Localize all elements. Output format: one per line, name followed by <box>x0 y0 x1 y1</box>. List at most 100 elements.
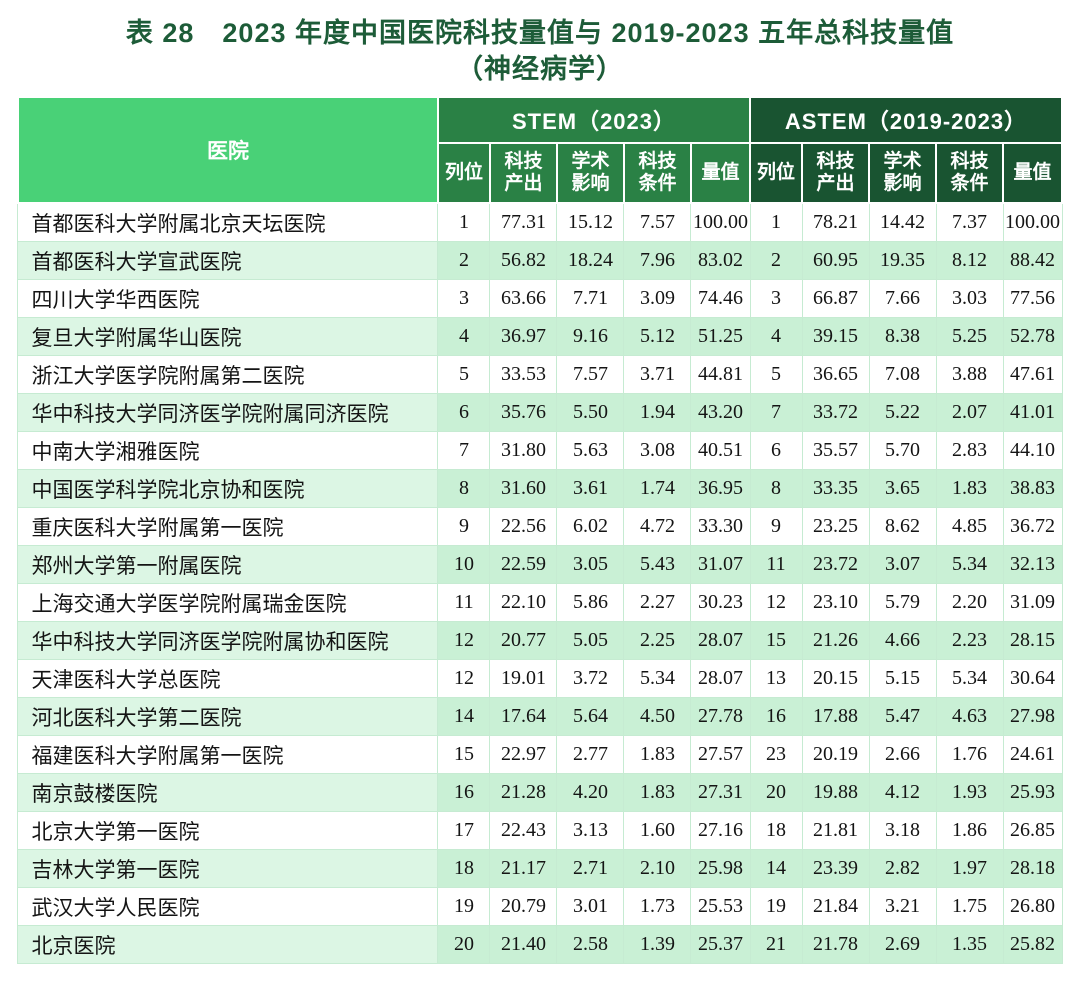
stem-sci-condition-cell: 5.43 <box>623 545 692 585</box>
stem-value-cell: 44.81 <box>690 355 751 395</box>
hospital-name-cell: 上海交通大学医学院附属瑞金医院 <box>17 583 439 623</box>
stem-group-header: STEM（2023） <box>436 96 752 145</box>
astem-value-cell: 25.93 <box>1002 773 1063 813</box>
hospital-name-cell: 中国医学科学院北京协和医院 <box>17 469 439 509</box>
astem-sci-condition-cell: 1.97 <box>935 849 1004 889</box>
astem-rank-cell: 13 <box>749 659 803 699</box>
stem-sci-condition-cell: 1.73 <box>623 887 692 927</box>
astem-acad-impact-cell: 3.07 <box>868 545 937 585</box>
astem-sci-condition-cell: 2.20 <box>935 583 1004 623</box>
astem-sci-condition-cell: 3.88 <box>935 355 1004 395</box>
astem-value-cell: 30.64 <box>1002 659 1063 699</box>
stem-acad-impact-cell: 5.64 <box>556 697 625 737</box>
astem-sci-output-cell: 60.95 <box>801 241 870 281</box>
astem-sci-condition-cell: 1.75 <box>935 887 1004 927</box>
sub-header-row: 列位 科技产出 学术影响 科技条件 量值 列位 科技产出 学术影响 科技条件 量值 <box>18 142 1064 205</box>
stem-rank-cell: 7 <box>437 431 491 471</box>
astem-rank-cell: 5 <box>749 355 803 395</box>
stem-value-cell: 36.95 <box>690 469 751 509</box>
astem-rank-cell: 20 <box>749 773 803 813</box>
stem-acad-impact-cell: 3.01 <box>556 887 625 927</box>
stem-acad-impact-cell: 5.05 <box>556 621 625 661</box>
astem-acad-impact-cell: 7.66 <box>868 279 937 319</box>
stem-acad-impact-cell: 7.71 <box>556 279 625 319</box>
table-row: 北京医院 20 21.40 2.58 1.39 25.37 21 21.78 2.69 1.35 2… <box>17 925 1063 965</box>
stem-value-cell: 25.37 <box>690 925 751 965</box>
table-row: 吉林大学第一医院 18 21.17 2.71 2.10 25.98 14 23.39 2.82 1… <box>17 849 1063 889</box>
stem-rank-cell: 14 <box>437 697 491 737</box>
astem-acad-impact-cell: 3.65 <box>868 469 937 509</box>
stem-sci-condition-cell: 3.08 <box>623 431 692 471</box>
astem-acad-impact-cell: 8.62 <box>868 507 937 547</box>
astem-sci-condition-cell: 2.23 <box>935 621 1004 661</box>
stem-sub-header-acad-impact-label: 学术影响 <box>571 150 610 195</box>
astem-value-cell: 28.18 <box>1002 849 1063 889</box>
astem-sub-header-sci-output: 科技产出 <box>801 142 871 205</box>
stem-sci-condition-cell: 2.25 <box>623 621 692 661</box>
astem-acad-impact-cell: 4.12 <box>868 773 937 813</box>
stem-sci-condition-cell: 7.96 <box>623 241 692 281</box>
stem-sci-output-cell: 22.97 <box>489 735 558 775</box>
astem-sci-condition-cell: 7.37 <box>935 202 1004 243</box>
stem-value-cell: 25.98 <box>690 849 751 889</box>
stem-sci-output-cell: 20.79 <box>489 887 558 927</box>
astem-sub-header-acad-impact-label: 学术影响 <box>883 150 922 195</box>
stem-rank-cell: 10 <box>437 545 491 585</box>
hospital-name-cell: 吉林大学第一医院 <box>17 849 439 889</box>
stem-sub-header-value-label: 量值 <box>701 162 740 184</box>
astem-value-cell: 52.78 <box>1002 317 1063 357</box>
astem-acad-impact-cell: 5.47 <box>868 697 937 737</box>
astem-acad-impact-cell: 2.66 <box>868 735 937 775</box>
astem-acad-impact-cell: 5.79 <box>868 583 937 623</box>
stem-rank-cell: 3 <box>437 279 491 319</box>
stem-sci-output-cell: 22.10 <box>489 583 558 623</box>
group-header-row: 医院 STEM（2023） ASTEM（2019-2023） <box>16 96 1064 205</box>
stem-rank-cell: 18 <box>437 849 491 889</box>
hospital-name-cell: 天津医科大学总医院 <box>17 659 439 699</box>
stem-value-cell: 43.20 <box>690 393 751 433</box>
stem-acad-impact-cell: 3.05 <box>556 545 625 585</box>
stem-value-cell: 74.46 <box>690 279 751 319</box>
hospital-name-cell: 武汉大学人民医院 <box>17 887 439 927</box>
astem-rank-cell: 2 <box>749 241 803 281</box>
table-row: 中南大学湘雅医院 7 31.80 5.63 3.08 40.51 6 35.57 5.70 2.8… <box>17 431 1063 471</box>
astem-value-cell: 28.15 <box>1002 621 1063 661</box>
stem-sub-header-value: 量值 <box>689 142 752 205</box>
astem-sci-output-cell: 23.25 <box>801 507 870 547</box>
astem-rank-cell: 21 <box>749 925 803 965</box>
stem-sub-header-rank: 列位 <box>436 142 491 205</box>
stem-sci-output-cell: 31.60 <box>489 469 558 509</box>
astem-rank-cell: 6 <box>749 431 803 471</box>
stem-sci-output-cell: 21.40 <box>489 925 558 965</box>
astem-value-cell: 27.98 <box>1002 697 1063 737</box>
stem-rank-cell: 12 <box>437 659 491 699</box>
table-row: 南京鼓楼医院 16 21.28 4.20 1.83 27.31 20 19.88 4.12 1.9… <box>17 773 1063 813</box>
stem-acad-impact-cell: 18.24 <box>556 241 625 281</box>
stem-rank-cell: 8 <box>437 469 491 509</box>
stem-sci-condition-cell: 1.83 <box>623 735 692 775</box>
astem-sub-header-acad-impact: 学术影响 <box>868 142 938 205</box>
stem-acad-impact-cell: 4.20 <box>556 773 625 813</box>
astem-acad-impact-cell: 3.21 <box>868 887 937 927</box>
astem-value-cell: 38.83 <box>1002 469 1063 509</box>
stem-sub-header-sci-output: 科技产出 <box>488 142 558 205</box>
table-header: 医院 STEM（2023） ASTEM（2019-2023） 列位 科技产出 学术影… <box>16 96 1064 205</box>
astem-rank-cell: 11 <box>749 545 803 585</box>
stem-rank-cell: 4 <box>437 317 491 357</box>
stem-value-cell: 31.07 <box>690 545 751 585</box>
stem-sci-output-cell: 77.31 <box>489 202 558 243</box>
stem-value-cell: 27.16 <box>690 811 751 851</box>
table-row: 北京大学第一医院 17 22.43 3.13 1.60 27.16 18 21.81 3.18 1… <box>17 811 1063 851</box>
stem-value-cell: 27.78 <box>690 697 751 737</box>
astem-sci-output-cell: 35.57 <box>801 431 870 471</box>
table-body: 首都医科大学附属北京天坛医院 1 77.31 15.12 7.57 100.00 1 78.2… <box>17 202 1063 965</box>
table-row: 武汉大学人民医院 19 20.79 3.01 1.73 25.53 19 21.84 3.21 1… <box>17 887 1063 927</box>
table-row: 中国医学科学院北京协和医院 8 31.60 3.61 1.74 36.95 8 33.35 3.… <box>17 469 1063 509</box>
table-row: 首都医科大学附属北京天坛医院 1 77.31 15.12 7.57 100.00 1 78.2… <box>17 202 1063 243</box>
astem-acad-impact-cell: 19.35 <box>868 241 937 281</box>
astem-acad-impact-cell: 8.38 <box>868 317 937 357</box>
stem-sci-output-cell: 56.82 <box>489 241 558 281</box>
astem-sci-output-cell: 33.72 <box>801 393 870 433</box>
stem-sci-output-cell: 63.66 <box>489 279 558 319</box>
table-row: 首都医科大学宣武医院 2 56.82 18.24 7.96 83.02 2 60.95 19.3… <box>17 241 1063 281</box>
